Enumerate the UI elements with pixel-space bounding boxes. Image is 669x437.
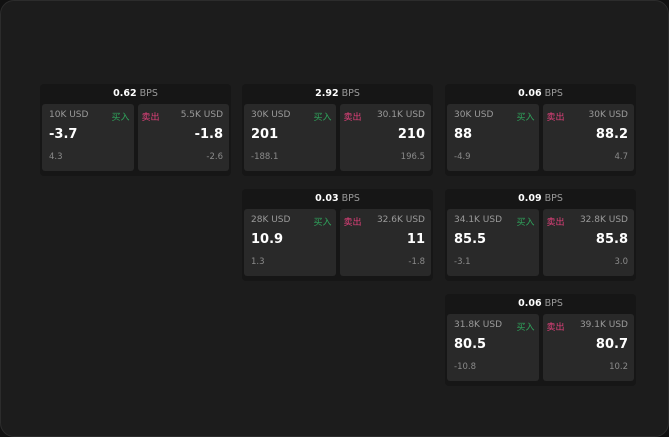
spread-unit: BPS xyxy=(341,193,360,204)
quote-card: 0.03 BPS 28K USD 买入 10.9 1.3 卖出 32.6K USD… xyxy=(242,189,433,281)
bid-price: -3.7 xyxy=(49,127,78,142)
ask-price: 210 xyxy=(397,127,425,142)
bid-change: -3.1 xyxy=(454,257,471,267)
bid-size: 30K USD xyxy=(454,110,494,120)
ask-size: 5.5K USD xyxy=(180,110,223,120)
sell-label: 卖出 xyxy=(343,113,362,123)
spread-header: 0.09 BPS xyxy=(445,189,636,209)
bid-price: 10.9 xyxy=(251,232,284,247)
ask-size: 39.1K USD xyxy=(579,320,628,330)
bid-price: 85.5 xyxy=(454,232,487,247)
buy-panel[interactable]: 30K USD 买入 88 -4.9 xyxy=(447,104,539,171)
buy-panel[interactable]: 28K USD 买入 10.9 1.3 xyxy=(244,209,336,276)
bid-change: -4.9 xyxy=(454,152,471,162)
quote-card: 0.06 BPS 30K USD 买入 88 -4.9 卖出 30K USD 88… xyxy=(445,84,636,176)
bid-size: 28K USD xyxy=(251,215,291,225)
ask-size: 32.8K USD xyxy=(579,215,628,225)
bid-size: 10K USD xyxy=(49,110,89,120)
spread-unit: BPS xyxy=(544,88,563,99)
ask-size: 30K USD xyxy=(588,110,628,120)
bid-size: 31.8K USD xyxy=(454,320,503,330)
bid-price: 88 xyxy=(454,127,473,142)
sell-panel[interactable]: 卖出 32.6K USD 11 -1.8 xyxy=(339,209,431,276)
bid-size: 30K USD xyxy=(251,110,291,120)
buy-label: 买入 xyxy=(516,113,535,123)
spread-header: 0.06 BPS xyxy=(445,294,636,314)
buy-label: 买入 xyxy=(516,218,535,228)
spread-value: 0.06 xyxy=(518,88,542,99)
sell-panel[interactable]: 卖出 30.1K USD 210 196.5 xyxy=(339,104,431,171)
buy-label: 买入 xyxy=(516,323,535,333)
buy-label: 买入 xyxy=(313,218,332,228)
quote-card: 0.09 BPS 34.1K USD 买入 85.5 -3.1 卖出 32.8K … xyxy=(445,189,636,281)
sell-panel[interactable]: 卖出 39.1K USD 80.7 10.2 xyxy=(542,314,634,381)
spread-header: 2.92 BPS xyxy=(242,84,433,104)
sell-panel[interactable]: 卖出 30K USD 88.2 4.7 xyxy=(542,104,634,171)
ask-price: 88.2 xyxy=(595,127,628,142)
buy-panel[interactable]: 31.8K USD 买入 80.5 -10.8 xyxy=(447,314,539,381)
ask-price: -1.8 xyxy=(194,127,223,142)
spread-value: 0.06 xyxy=(518,298,542,309)
spread-header: 0.06 BPS xyxy=(445,84,636,104)
sell-label: 卖出 xyxy=(141,113,160,123)
bid-price: 80.5 xyxy=(454,337,487,352)
buy-panel[interactable]: 10K USD 买入 -3.7 4.3 xyxy=(42,104,134,171)
buy-label: 买入 xyxy=(111,113,130,123)
ask-change: 3.0 xyxy=(614,257,628,267)
ask-change: 196.5 xyxy=(400,152,425,162)
buy-panel[interactable]: 30K USD 买入 201 -188.1 xyxy=(244,104,336,171)
spread-unit: BPS xyxy=(341,88,360,99)
ask-size: 30.1K USD xyxy=(376,110,425,120)
bid-change: 4.3 xyxy=(49,152,63,162)
quote-card: 0.62 BPS 10K USD 买入 -3.7 4.3 卖出 5.5K USD … xyxy=(40,84,231,176)
quote-card: 2.92 BPS 30K USD 买入 201 -188.1 卖出 30.1K U… xyxy=(242,84,433,176)
ask-price: 80.7 xyxy=(595,337,628,352)
sell-label: 卖出 xyxy=(546,323,565,333)
sell-label: 卖出 xyxy=(343,218,362,228)
buy-label: 买入 xyxy=(313,113,332,123)
sell-label: 卖出 xyxy=(546,218,565,228)
ask-change: 4.7 xyxy=(614,152,628,162)
spread-value: 0.62 xyxy=(113,88,137,99)
spread-unit: BPS xyxy=(544,193,563,204)
sell-panel[interactable]: 卖出 5.5K USD -1.8 -2.6 xyxy=(137,104,229,171)
quote-card: 0.06 BPS 31.8K USD 买入 80.5 -10.8 卖出 39.1K… xyxy=(445,294,636,386)
spread-value: 0.09 xyxy=(518,193,542,204)
ask-change: -1.8 xyxy=(408,257,425,267)
spread-header: 0.03 BPS xyxy=(242,189,433,209)
bid-price: 201 xyxy=(251,127,279,142)
spread-unit: BPS xyxy=(139,88,158,99)
spread-value: 0.03 xyxy=(315,193,339,204)
bid-change: -188.1 xyxy=(251,152,279,162)
buy-panel[interactable]: 34.1K USD 买入 85.5 -3.1 xyxy=(447,209,539,276)
ask-price: 85.8 xyxy=(595,232,628,247)
bid-size: 34.1K USD xyxy=(454,215,503,225)
sell-label: 卖出 xyxy=(546,113,565,123)
spread-value: 2.92 xyxy=(315,88,339,99)
spread-header: 0.62 BPS xyxy=(40,84,231,104)
ask-size: 32.6K USD xyxy=(376,215,425,225)
ask-change: -2.6 xyxy=(206,152,223,162)
ask-change: 10.2 xyxy=(609,362,628,372)
sell-panel[interactable]: 卖出 32.8K USD 85.8 3.0 xyxy=(542,209,634,276)
spread-unit: BPS xyxy=(544,298,563,309)
bid-change: -10.8 xyxy=(454,362,476,372)
ask-price: 11 xyxy=(406,232,425,247)
bid-change: 1.3 xyxy=(251,257,265,267)
